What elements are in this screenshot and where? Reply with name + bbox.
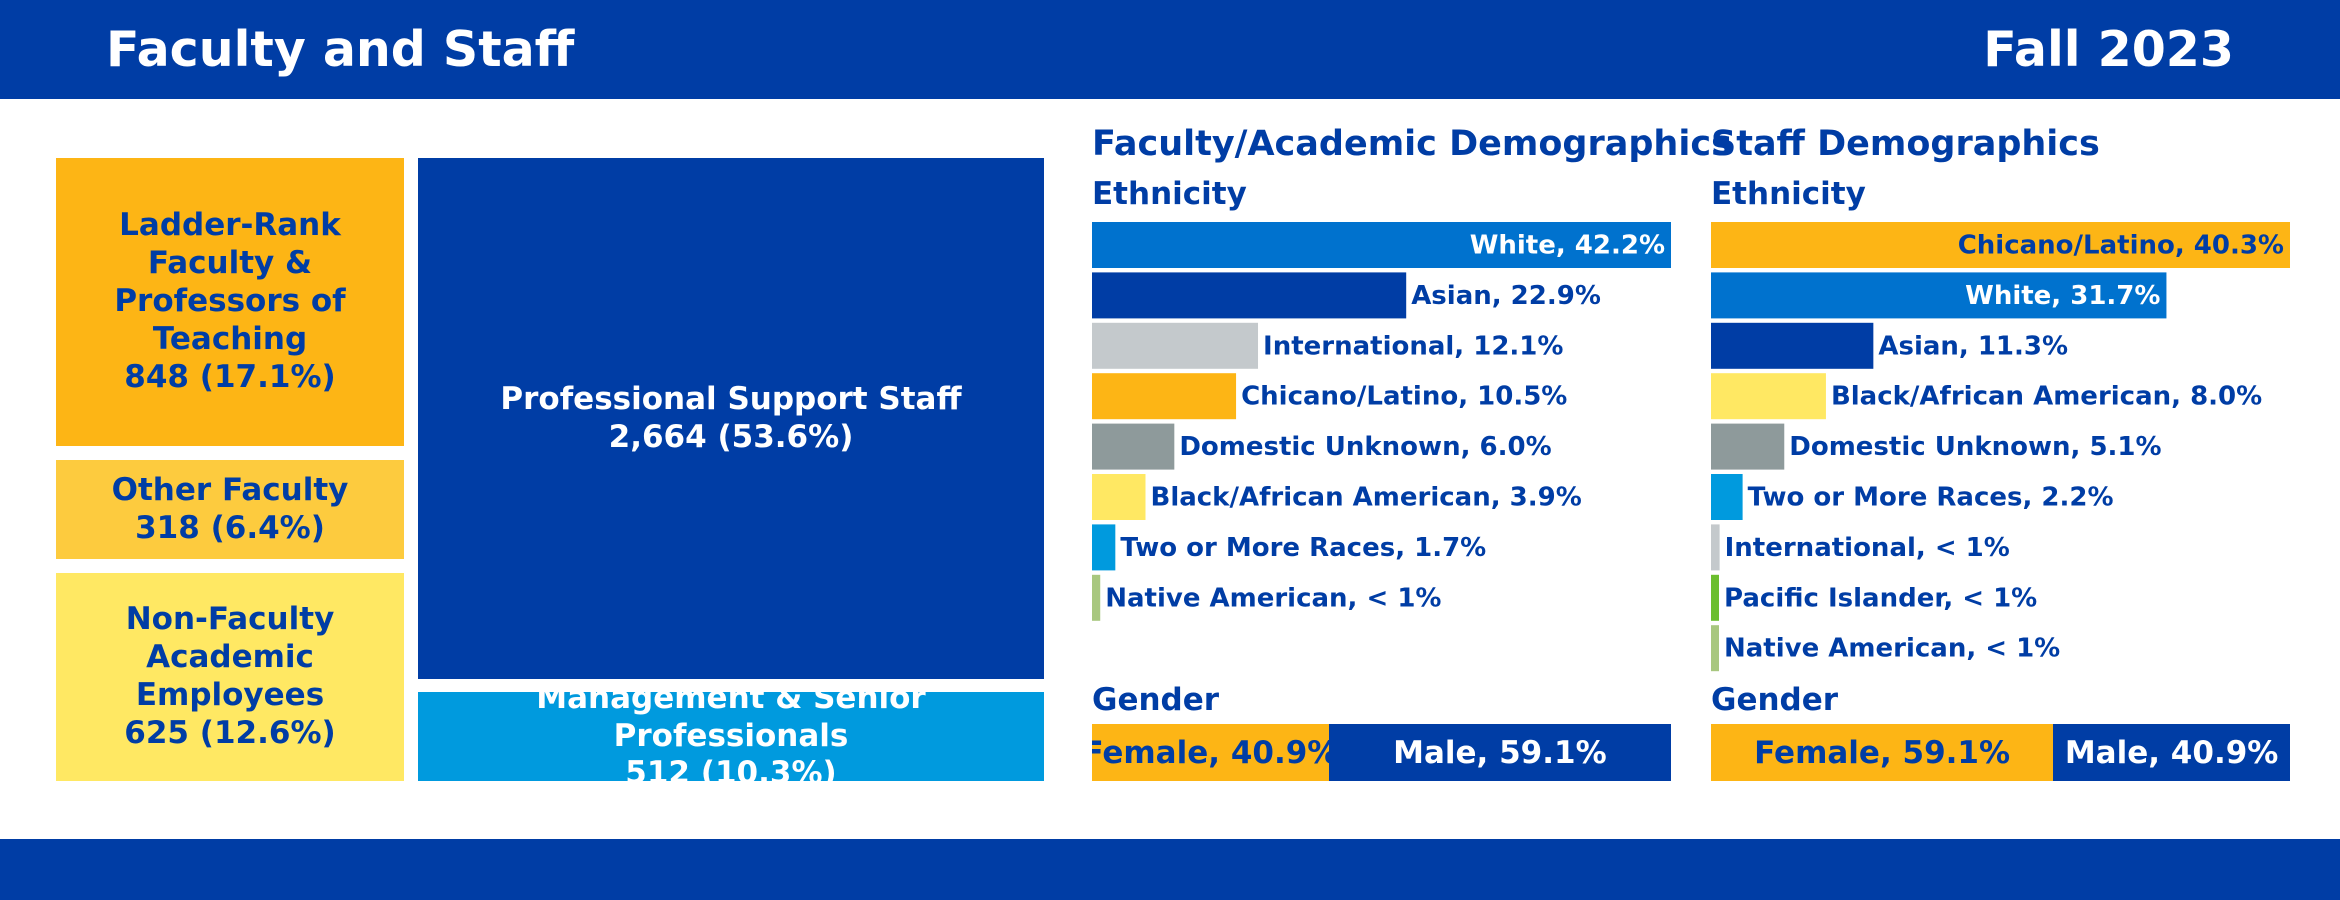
bar-native-american: [1711, 625, 1719, 672]
bar-asian: [1092, 272, 1407, 319]
tile-label-line: Professors of Teaching: [114, 283, 346, 357]
bar-domestic-unknown: [1711, 423, 1785, 470]
bar-black-african-american: [1711, 373, 1826, 420]
term-label: Fall 2023: [1983, 21, 2234, 78]
bar-label: International, 12.1%: [1263, 331, 1563, 361]
bar-label: Asian, 22.9%: [1411, 281, 1601, 311]
bar-two-or-more-races: [1092, 524, 1116, 571]
staff-ethnicity-chart: Chicano/Latino, 40.3% White, 31.7% Asian, …: [1711, 222, 2290, 672]
gender-segment-male: Male, 40.9%: [2053, 724, 2290, 781]
faculty-section-title: Faculty/Academic Demographics: [1092, 124, 1732, 164]
faculty-gender-label: Gender: [1092, 682, 1220, 718]
bar-label: Native American, < 1%: [1105, 583, 1441, 613]
ethnicity-bars-svg: White, 42.2% Asian, 22.9% International, 1…: [1092, 222, 1671, 621]
staff-gender-label: Gender: [1711, 682, 1839, 718]
bar-white: [1092, 222, 1671, 268]
ethnicity-bars-svg: Chicano/Latino, 40.3% White, 31.7% Asian, …: [1711, 222, 2290, 672]
bar-label: Native American, < 1%: [1724, 634, 2060, 664]
bar-two-or-more-races: [1711, 474, 1743, 520]
bar-label: Chicano/Latino, 10.5%: [1241, 382, 1567, 412]
tile-value: 318 (6.4%): [135, 509, 325, 546]
tile-value: 2,664 (53.6%): [608, 418, 854, 455]
tile-professional-support-staff: Professional Support Staff 2,664 (53.6%): [418, 158, 1044, 679]
bar-chicano-latino: [1711, 222, 2290, 268]
tile-management-senior-professionals: Management & Senior Professionals 512 (1…: [418, 680, 1044, 791]
tile-other-faculty: Other Faculty 318 (6.4%): [56, 460, 404, 559]
bar-international: [1711, 524, 1720, 571]
bar-label: Black/African American, 3.9%: [1151, 483, 1582, 513]
bar-label: Black/African American, 8.0%: [1831, 382, 2262, 412]
staff-gender-bar: Female, 59.1% Male, 40.9%: [1711, 724, 2290, 781]
bar-label: Asian, 11.3%: [1878, 331, 2068, 361]
bar-label: Two or More Races, 1.7%: [1120, 533, 1486, 563]
faculty-ethnicity-label: Ethnicity: [1092, 176, 1247, 212]
footer-bar: [0, 839, 2340, 900]
tile-label-line: Other Faculty: [111, 471, 349, 508]
gender-segment-male: Male, 59.1%: [1328, 724, 1671, 781]
gender-segment-female: Female, 59.1%: [1711, 724, 2054, 781]
bar-label: White, 31.7%: [1965, 281, 2160, 311]
bar-international: [1092, 322, 1259, 369]
bar-domestic-unknown: [1092, 423, 1175, 470]
bar-label: White, 42.2%: [1470, 231, 1665, 261]
faculty-ethnicity-chart: White, 42.2% Asian, 22.9% International, 1…: [1092, 222, 1671, 622]
bar-label: Chicano/Latino, 40.3%: [1958, 231, 2284, 261]
bar-label: Domestic Unknown, 6.0%: [1179, 432, 1551, 462]
tile-label-line: Non-Faculty: [125, 601, 335, 638]
bar-asian: [1711, 322, 1874, 369]
staff-ethnicity-label: Ethnicity: [1711, 176, 1866, 212]
bar-white: [1711, 272, 2167, 319]
tile-label-line: Professional Support Staff: [500, 380, 962, 417]
tile-label-line: Academic Employees: [135, 639, 325, 713]
tile-value: 512 (10.3%): [625, 755, 837, 792]
tile-label-line: Management & Senior Professionals: [536, 679, 926, 754]
gender-segment-female: Female, 40.9%: [1092, 724, 1329, 781]
bar-black-african-american: [1092, 474, 1146, 520]
header-bar: Faculty and Staff Fall 2023: [0, 0, 2340, 99]
bar-label: Pacific Islander, < 1%: [1724, 583, 2037, 613]
bar-pacific-islander: [1711, 574, 1719, 621]
tile-ladder-rank-faculty: Ladder-Rank Faculty & Professors of Teac…: [56, 158, 404, 446]
bar-label: Domestic Unknown, 5.1%: [1789, 432, 2161, 462]
staff-section-title: Staff Demographics: [1711, 124, 2100, 164]
tile-non-faculty-academic: Non-Faculty Academic Employees 625 (12.6…: [56, 573, 404, 781]
bar-native-american: [1092, 574, 1101, 621]
tile-value: 848 (17.1%): [124, 358, 336, 395]
tile-value: 625 (12.6%): [124, 714, 336, 751]
tile-label-line: Ladder-Rank Faculty &: [119, 207, 341, 282]
bar-chicano-latino: [1092, 373, 1237, 420]
page-title: Faculty and Staff: [106, 21, 575, 78]
bar-label: Two or More Races, 2.2%: [1748, 483, 2114, 513]
faculty-gender-bar: Female, 40.9% Male, 59.1%: [1092, 724, 1671, 781]
bar-label: International, < 1%: [1725, 533, 2010, 563]
